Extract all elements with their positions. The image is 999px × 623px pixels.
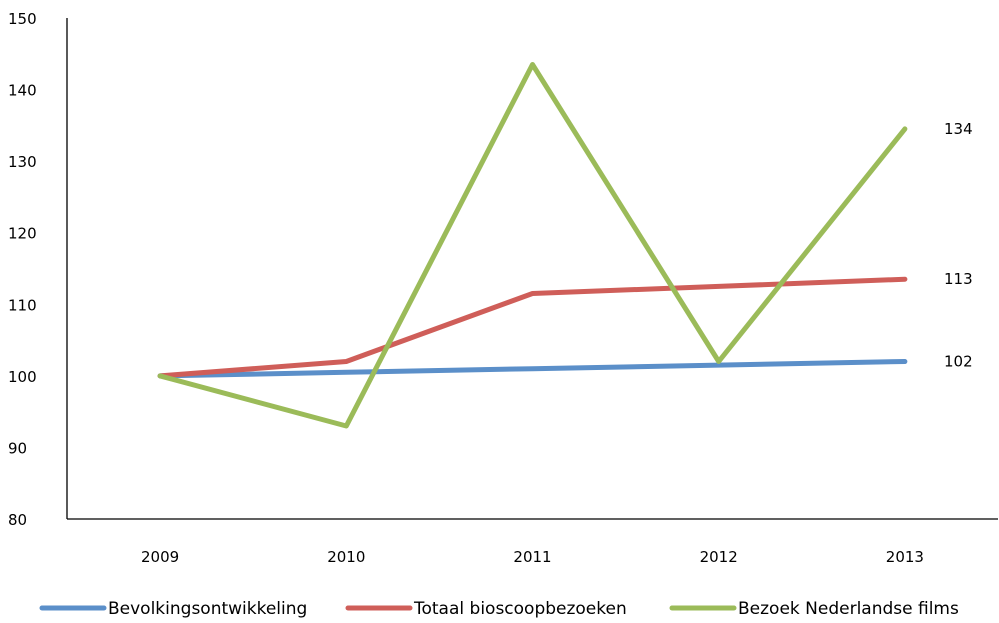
y-tick-label: 140 [8, 82, 37, 100]
x-tick-label: 2011 [513, 548, 551, 566]
legend-label: Bevolkingsontwikkeling [108, 599, 307, 619]
y-tick-label: 130 [8, 153, 37, 171]
end-data-label: 134 [944, 120, 973, 138]
y-tick-label: 100 [8, 368, 37, 386]
x-tick-label: 2013 [886, 548, 924, 566]
x-tick-label: 2012 [700, 548, 738, 566]
y-tick-label: 90 [8, 439, 27, 457]
end-data-label: 113 [944, 270, 973, 288]
y-tick-label: 110 [8, 296, 37, 314]
end-data-label: 102 [944, 353, 973, 371]
legend-label: Bezoek Nederlandse films [738, 599, 959, 619]
legend-label: Totaal bioscoopbezoeken [413, 599, 627, 619]
series-line-1 [157, 359, 908, 379]
x-axis-ticks: 2009 2010 2011 2012 2013 [141, 548, 924, 566]
y-tick-label: 80 [8, 511, 27, 529]
legend: Bevolkingsontwikkeling Totaal bioscoopbez… [39, 599, 959, 619]
x-tick-label: 2010 [327, 548, 365, 566]
data-labels: 102 113 134 [944, 120, 973, 371]
series-lines [157, 62, 908, 429]
y-axis-ticks: 80 90 100 110 120 130 140 150 [8, 10, 37, 529]
x-tick-label: 2009 [141, 548, 179, 566]
series-line-3 [157, 62, 908, 429]
y-tick-label: 120 [8, 225, 37, 243]
y-tick-label: 150 [8, 10, 37, 28]
